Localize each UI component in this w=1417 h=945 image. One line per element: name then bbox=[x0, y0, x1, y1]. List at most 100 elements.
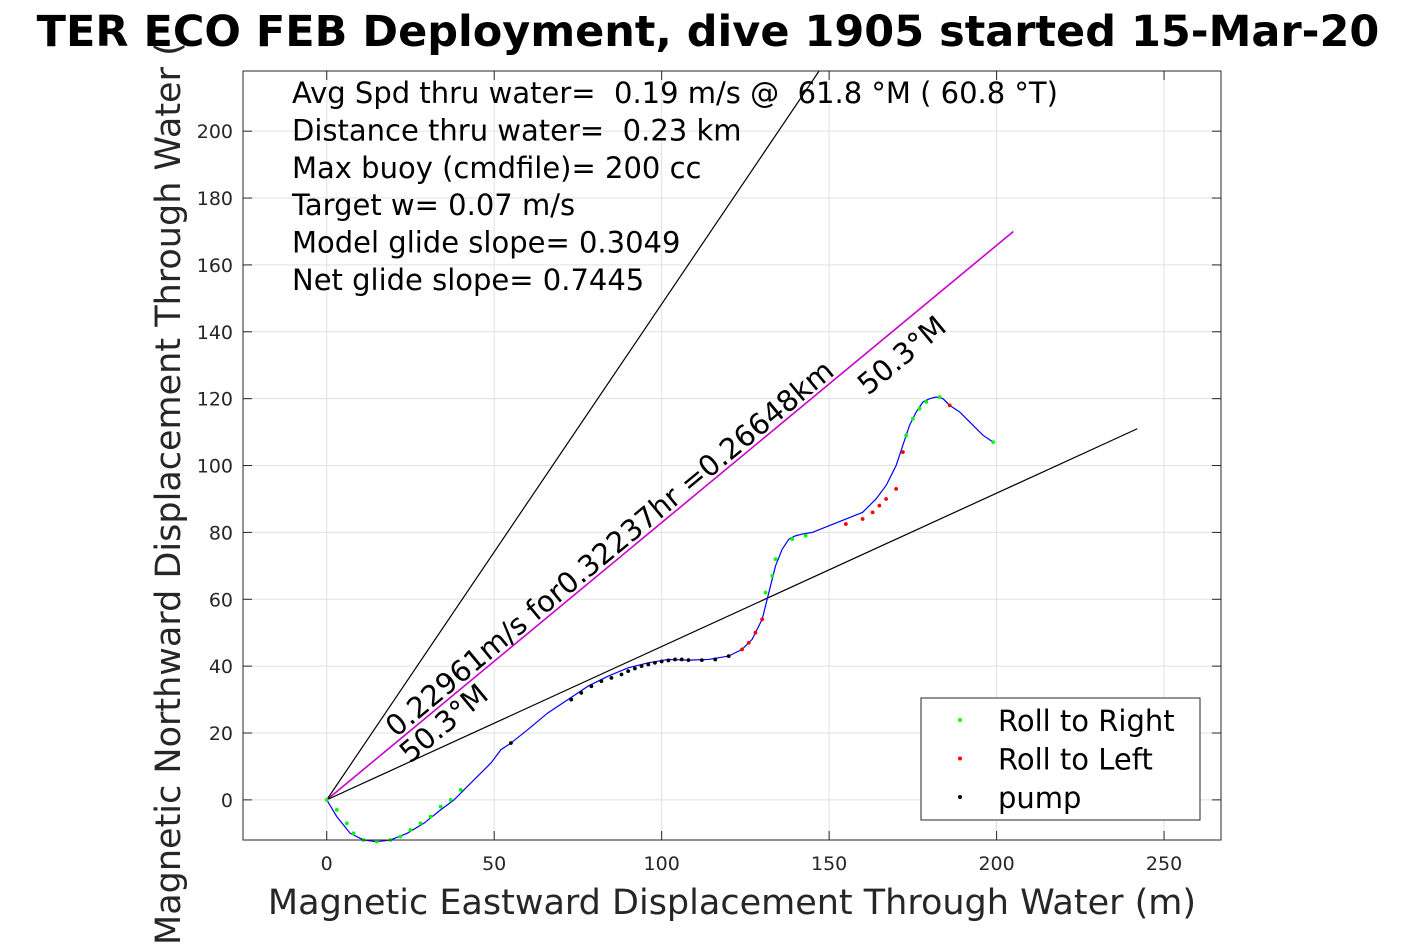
track-line bbox=[326, 396, 994, 843]
roll-to-right-point bbox=[351, 831, 356, 836]
info-line: Target w= 0.07 m/s bbox=[291, 188, 575, 222]
pump-point bbox=[599, 679, 604, 684]
legend: Roll to Right Roll to Left pump bbox=[920, 697, 1201, 821]
heading-speed-label: 0.22961m/s for0.32237hr =0.26648km bbox=[379, 353, 840, 743]
x-tick-label: 200 bbox=[978, 853, 1014, 875]
pump-point bbox=[589, 684, 594, 689]
pump-point bbox=[632, 666, 637, 671]
y-tick-label: 0 bbox=[221, 790, 233, 812]
info-line: Avg Spd thru water= 0.19 m/s @ 61.8 °M (… bbox=[292, 76, 1058, 110]
roll-to-left-point bbox=[760, 617, 765, 622]
data-markers bbox=[324, 395, 996, 844]
legend-marker-roll-to-left bbox=[958, 756, 962, 761]
legend-marker-roll-to-right bbox=[958, 718, 962, 722]
roll-to-right-point bbox=[458, 787, 463, 792]
legend-label-pump: pump bbox=[998, 781, 1081, 815]
pump-point bbox=[626, 669, 631, 674]
pump-point bbox=[726, 654, 731, 659]
roll-to-right-point bbox=[991, 440, 996, 445]
x-tick-label: 50 bbox=[482, 853, 506, 875]
pump-point bbox=[666, 658, 671, 663]
pump-point bbox=[659, 659, 664, 664]
y-tick-label: 20 bbox=[209, 723, 233, 745]
roll-to-right-point bbox=[904, 433, 909, 438]
pump-point bbox=[609, 675, 614, 680]
envelope-lines bbox=[326, 70, 1138, 801]
roll-to-right-point bbox=[763, 590, 768, 595]
pump-point bbox=[569, 697, 574, 702]
y-tick-label: 140 bbox=[197, 322, 233, 344]
pump-point bbox=[679, 657, 684, 662]
roll-to-left-point bbox=[877, 503, 882, 508]
info-line: Max buoy (cmdfile)= 200 cc bbox=[292, 151, 701, 185]
x-tick-label: 250 bbox=[1146, 853, 1182, 875]
chart-title: TER ECO FEB Deployment, dive 1905 starte… bbox=[37, 7, 1380, 57]
roll-to-right-point bbox=[924, 400, 929, 404]
roll-to-right-point bbox=[917, 406, 922, 411]
info-line: Net glide slope= 0.7445 bbox=[292, 263, 644, 297]
plot-area-border bbox=[242, 70, 1222, 841]
roll-to-left-point bbox=[753, 630, 758, 635]
roll-to-right-point bbox=[428, 814, 433, 819]
roll-to-right-point bbox=[803, 533, 808, 538]
info-line: Model glide slope= 0.3049 bbox=[292, 226, 680, 260]
y-tick-label: 60 bbox=[209, 589, 233, 611]
roll-to-right-point bbox=[418, 821, 423, 826]
roll-to-left-point bbox=[900, 450, 905, 455]
pump-point bbox=[653, 660, 657, 665]
y-tick-label: 180 bbox=[197, 188, 233, 210]
roll-to-right-point bbox=[773, 557, 778, 562]
grid-lines bbox=[243, 71, 1221, 840]
roll-to-right-point bbox=[790, 537, 795, 541]
roll-to-right-point bbox=[344, 821, 349, 826]
x-axis-label: Magnetic Eastward Displacement Through W… bbox=[268, 883, 1196, 923]
y-tick-label: 160 bbox=[197, 255, 233, 277]
roll-to-right-point bbox=[937, 395, 942, 399]
roll-to-right-point bbox=[438, 804, 443, 809]
roll-to-right-point bbox=[375, 839, 379, 844]
pump-point bbox=[509, 741, 513, 745]
y-tick-label: 120 bbox=[197, 389, 233, 411]
x-tick-label: 150 bbox=[811, 853, 847, 875]
y-tick-label: 80 bbox=[209, 522, 233, 544]
roll-to-left-point bbox=[740, 647, 744, 652]
info-line: Distance thru water= 0.23 km bbox=[292, 113, 742, 147]
roll-to-right-point bbox=[324, 797, 329, 802]
pump-point bbox=[619, 672, 624, 677]
x-tick-label: 100 bbox=[644, 853, 680, 875]
legend-label-roll-to-right: Roll to Right bbox=[998, 704, 1175, 738]
roll-to-left-point bbox=[843, 522, 848, 526]
x-tick-label: 0 bbox=[321, 853, 333, 875]
y-tick-label: 100 bbox=[197, 456, 233, 478]
pump-point bbox=[713, 657, 718, 662]
roll-to-right-point bbox=[408, 828, 413, 832]
pump-point bbox=[579, 690, 584, 695]
roll-to-left-point bbox=[894, 487, 899, 491]
legend-box bbox=[920, 697, 1201, 821]
pump-point bbox=[686, 658, 691, 663]
pump-point bbox=[639, 664, 644, 669]
y-tick-label: 200 bbox=[197, 121, 233, 143]
heading-line bbox=[326, 230, 1014, 801]
roll-to-left-point bbox=[884, 497, 888, 501]
roll-to-right-point bbox=[770, 573, 775, 578]
roll-to-right-point bbox=[448, 797, 453, 802]
roll-to-right-point bbox=[398, 834, 403, 839]
roll-to-right-point bbox=[334, 808, 339, 812]
roll-to-left-point bbox=[870, 510, 875, 515]
dive-track bbox=[326, 396, 994, 843]
heading-annotations: 0.22961m/s for0.32237hr =0.26648km50.3°M… bbox=[379, 309, 953, 770]
pump-point bbox=[646, 662, 651, 667]
legend-label-roll-to-left: Roll to Left bbox=[998, 743, 1153, 777]
roll-to-left-point bbox=[860, 517, 865, 521]
pump-point bbox=[699, 658, 704, 663]
y-tick-label: 40 bbox=[209, 656, 233, 678]
roll-to-right-point bbox=[910, 416, 915, 421]
upper-envelope-line bbox=[326, 70, 820, 801]
roll-to-left-point bbox=[947, 403, 952, 408]
legend-marker-pump bbox=[958, 795, 962, 799]
roll-to-left-point bbox=[746, 640, 751, 645]
lower-envelope-line bbox=[326, 428, 1138, 801]
pump-point bbox=[673, 657, 677, 662]
